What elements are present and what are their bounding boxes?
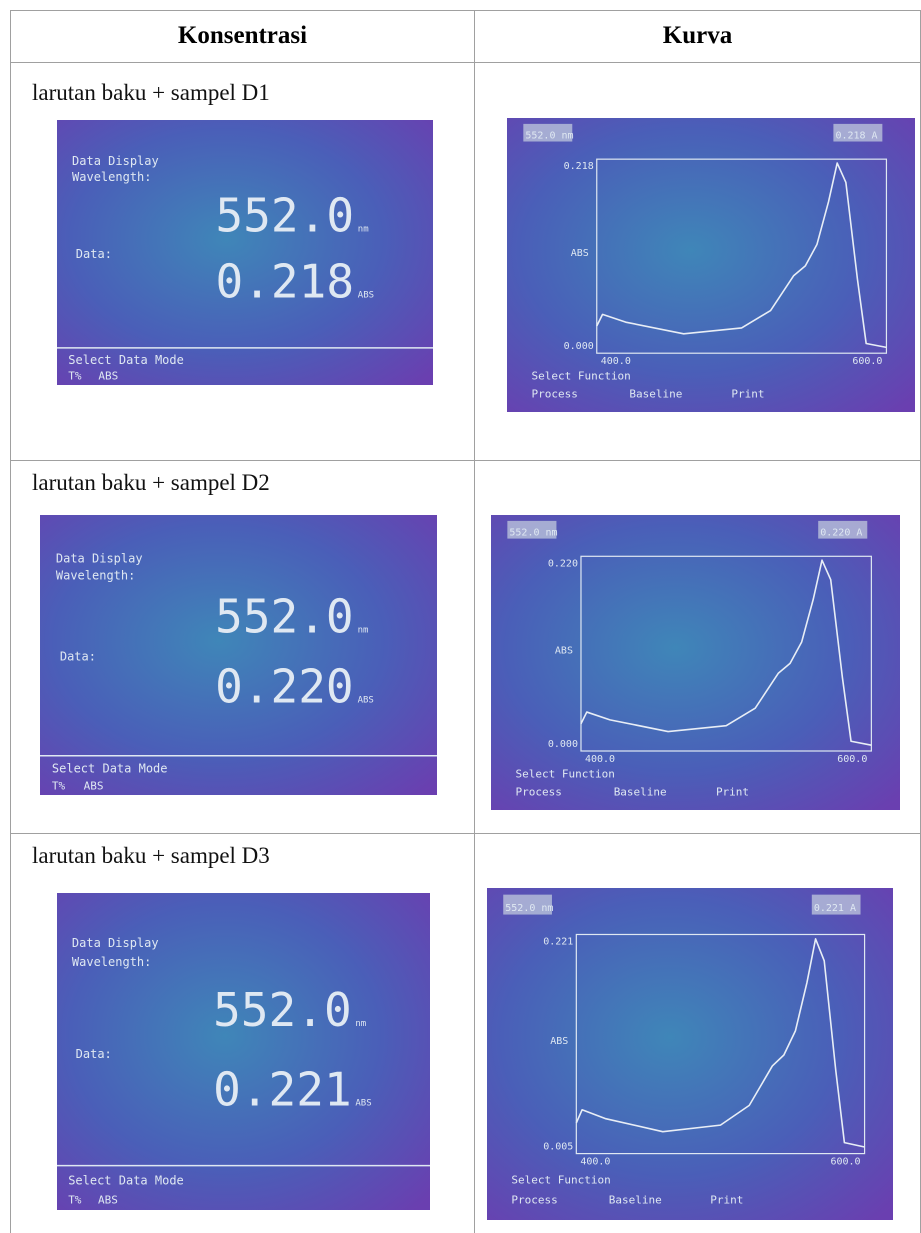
reading-unit: ABS (358, 696, 374, 706)
wavelength-label: Wavelength: (72, 170, 151, 184)
x-right-label: 600.0 (852, 356, 882, 367)
screen-photo: Data Display Wavelength: 552.0 nm Data: 0.221… (57, 893, 430, 1210)
option: Baseline (629, 387, 682, 400)
y-top-label: 0.221 (543, 936, 573, 947)
row-label: larutan baku + sampel D3 (32, 843, 270, 869)
curve-photo: 552.0 nm 0.218 A 0.218 ABS 0.000 400.0 600.0 Se… (507, 118, 915, 412)
footer-text: Select Function (516, 768, 615, 781)
wavelength-unit: nm (358, 626, 369, 636)
x-right-label: 600.0 (837, 754, 867, 765)
data-label: Data: (76, 1047, 112, 1061)
data-label: Data: (60, 650, 96, 664)
reading-unit: ABS (358, 291, 374, 301)
header-reading: 0.221 A (814, 903, 856, 914)
option: Process (516, 785, 562, 798)
x-left-label: 400.0 (580, 1157, 610, 1168)
y-bottom-label: 0.000 (564, 341, 594, 352)
option: Print (710, 1193, 743, 1206)
option: Process (531, 387, 577, 400)
reading-value: 0.220 (215, 660, 353, 714)
screen-photo: Data Display Wavelength: 552.0 nm Data: 0.220… (40, 515, 437, 795)
option: ABS (98, 370, 118, 383)
wavelength-unit: nm (355, 1019, 366, 1029)
footer-text: Select Function (511, 1173, 610, 1186)
reading-unit: ABS (355, 1098, 371, 1108)
x-left-label: 400.0 (585, 754, 615, 765)
footer-text: Select Data Mode (68, 353, 184, 367)
screen-title: Data Display (72, 154, 159, 168)
y-bottom-label: 0.000 (548, 739, 578, 750)
footer-text: Select Function (531, 370, 630, 383)
option: T% (68, 1194, 82, 1207)
footer-text: Select Data Mode (52, 762, 168, 776)
screen-title: Data Display (72, 936, 159, 950)
option: Baseline (614, 785, 667, 798)
header-wavelength: 552.0 nm (525, 131, 573, 142)
reading-value: 0.221 (213, 1062, 351, 1116)
option: T% (52, 779, 66, 792)
option: Print (731, 387, 764, 400)
wavelength-label: Wavelength: (56, 568, 135, 582)
footer-text: Select Data Mode (68, 1174, 184, 1188)
wavelength-unit: nm (358, 224, 369, 234)
row-label: larutan baku + sampel D1 (32, 80, 270, 106)
y-top-label: 0.220 (548, 558, 578, 569)
y-axis-label: ABS (550, 1036, 568, 1047)
x-right-label: 600.0 (830, 1157, 860, 1168)
y-bottom-label: 0.005 (543, 1142, 573, 1153)
header-wavelength: 552.0 nm (505, 903, 553, 914)
option: Baseline (609, 1193, 662, 1206)
page: KonsentrasiKurva larutan baku + sampel D1… (0, 0, 921, 1233)
option: Process (511, 1193, 557, 1206)
y-top-label: 0.218 (564, 161, 594, 172)
row-label: larutan baku + sampel D2 (32, 470, 270, 496)
header-reading: 0.220 A (820, 528, 862, 539)
wavelength-value: 552.0 (215, 590, 353, 644)
wavelength-value: 552.0 (216, 188, 354, 242)
header-cell: Konsentrasi (10, 10, 475, 63)
header-cell: Kurva (474, 10, 921, 63)
header-wavelength: 552.0 nm (509, 528, 557, 539)
data-label: Data: (76, 247, 112, 261)
wavelength-label: Wavelength: (72, 955, 151, 969)
wavelength-value: 552.0 (213, 983, 351, 1037)
header-reading: 0.218 A (835, 131, 877, 142)
option: T% (68, 370, 82, 383)
y-axis-label: ABS (555, 646, 573, 657)
screen-photo: Data Display Wavelength: 552.0 nm Data: 0.218… (57, 120, 433, 385)
option: ABS (84, 779, 104, 792)
curve-photo: 552.0 nm 0.221 A 0.221 ABS 0.005 400.0 600.0 Se… (487, 888, 893, 1220)
curve-photo: 552.0 nm 0.220 A 0.220 ABS 0.000 400.0 600.0 Se… (491, 515, 900, 810)
screen-title: Data Display (56, 552, 143, 566)
x-left-label: 400.0 (601, 356, 631, 367)
option: ABS (98, 1194, 118, 1207)
option: Print (716, 785, 749, 798)
y-axis-label: ABS (571, 248, 589, 259)
reading-value: 0.218 (216, 255, 354, 309)
